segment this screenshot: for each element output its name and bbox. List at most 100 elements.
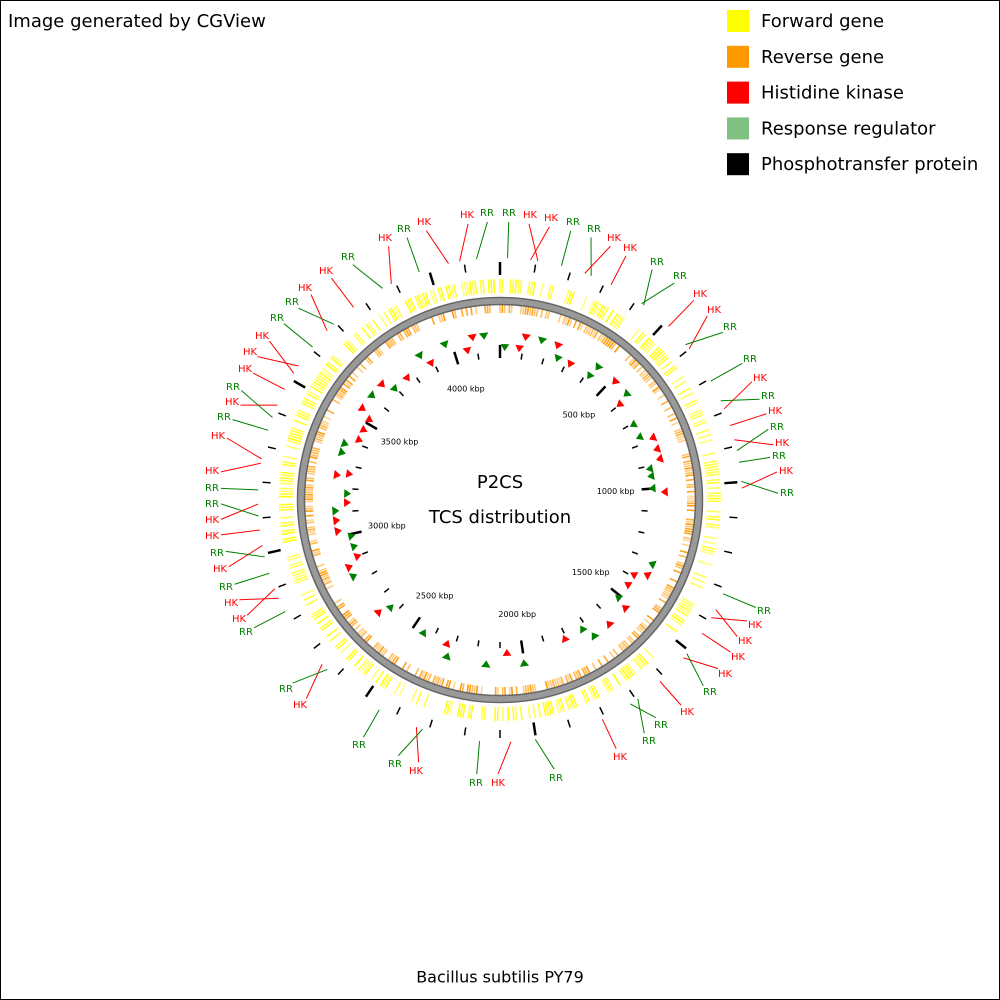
inner-tick	[361, 445, 369, 449]
forward-gene	[437, 287, 443, 302]
outer-tick	[278, 412, 287, 417]
forward-gene	[673, 380, 687, 390]
feature-marker	[635, 432, 645, 441]
forward-gene	[697, 433, 712, 440]
feature-label: HK	[243, 347, 258, 358]
forward-gene	[514, 706, 518, 721]
feature-leader	[683, 657, 719, 669]
feature-leader	[730, 413, 767, 426]
forward-gene	[379, 673, 389, 687]
forward-gene	[695, 428, 710, 435]
forward-gene	[315, 376, 329, 386]
feature-label: HK	[293, 700, 308, 711]
forward-gene	[684, 398, 698, 407]
forward-gene	[365, 323, 376, 336]
outer-tick	[724, 480, 738, 485]
forward-gene	[590, 685, 598, 699]
feature-label: HK	[409, 766, 424, 777]
forward-gene	[705, 470, 720, 475]
forward-gene	[563, 289, 570, 304]
forward-gene	[289, 563, 304, 570]
feature-label: HK	[779, 466, 794, 477]
forward-gene	[446, 700, 452, 715]
feature-marker	[648, 483, 656, 493]
tick-label: 500 kbp	[563, 410, 596, 419]
forward-gene	[280, 523, 295, 527]
forward-gene	[679, 601, 693, 611]
inner-tick	[596, 603, 602, 610]
forward-gene	[671, 375, 684, 385]
forward-gene	[410, 689, 418, 703]
forward-gene	[514, 279, 517, 294]
tick-label: 3000 kbp	[368, 521, 406, 530]
forward-gene	[669, 616, 683, 627]
forward-gene	[340, 642, 352, 654]
forward-gene	[693, 572, 708, 579]
legend-label: Response regulator	[761, 118, 936, 139]
forward-gene	[311, 383, 325, 392]
forward-gene	[296, 411, 311, 419]
feature-label: RR	[341, 252, 355, 263]
feature-label: RR	[642, 736, 656, 747]
feature-leader	[659, 681, 682, 706]
feature-label: RR	[502, 208, 516, 219]
forward-gene	[482, 279, 485, 294]
outer-tick	[679, 351, 687, 358]
feature-marker	[629, 419, 638, 428]
forward-gene	[587, 299, 595, 314]
inner-tick	[610, 407, 617, 413]
forward-gene	[279, 479, 294, 483]
feature-label: RR	[285, 297, 299, 308]
inner-tick	[622, 425, 629, 430]
feature-label: HK	[731, 652, 746, 663]
forward-gene	[688, 408, 702, 416]
feature-leader	[246, 588, 276, 616]
forward-gene	[297, 409, 312, 417]
forward-gene	[290, 429, 304, 436]
tick-label: 3500 kbp	[381, 438, 419, 447]
tick-label: 1500 kbp	[572, 568, 610, 577]
feature-label: RR	[757, 606, 771, 617]
forward-gene	[468, 280, 473, 296]
forward-gene	[636, 654, 647, 667]
forward-gene	[601, 679, 610, 693]
forward-gene	[364, 663, 375, 676]
legend-swatch	[727, 153, 749, 176]
feature-label: RR	[772, 451, 786, 462]
feature-marker	[538, 336, 548, 345]
feature-marker	[622, 605, 631, 614]
outer-tick	[724, 446, 733, 450]
feature-leader	[741, 480, 779, 494]
forward-gene	[612, 673, 622, 686]
feature-label: HK	[523, 210, 538, 221]
inner-tick	[398, 603, 404, 610]
forward-gene	[460, 282, 465, 297]
forward-gene	[456, 702, 461, 718]
inner-tick	[631, 445, 639, 449]
inner-tick	[638, 466, 645, 470]
forward-gene	[487, 279, 490, 294]
forward-gene	[613, 315, 623, 329]
forward-gene	[615, 316, 626, 330]
forward-gene	[394, 304, 403, 318]
feature-marker	[340, 438, 349, 448]
feature-leader	[741, 471, 778, 489]
feature-leader	[239, 597, 279, 601]
forward-gene	[466, 281, 470, 296]
outer-tick	[713, 412, 722, 417]
forward-gene	[624, 664, 635, 677]
feature-label: RR	[549, 773, 563, 784]
feature-leader	[734, 439, 774, 446]
feature-marker	[478, 332, 489, 340]
feature-leader	[686, 653, 704, 687]
forward-gene	[650, 348, 662, 360]
feature-marker	[462, 346, 472, 355]
forward-gene	[287, 555, 302, 562]
feature-label: RR	[205, 499, 219, 510]
feature-leader	[530, 226, 550, 261]
title: P2CS	[477, 472, 523, 493]
forward-gene	[519, 279, 523, 295]
feature-label: RR	[761, 391, 775, 402]
feature-leader	[283, 323, 313, 348]
feature-leader	[252, 372, 285, 390]
